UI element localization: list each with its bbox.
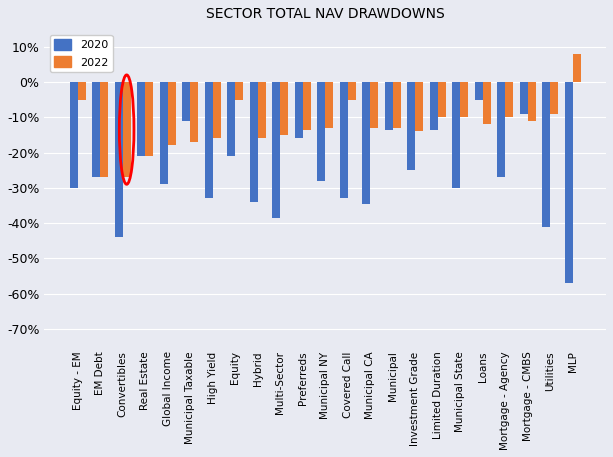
Bar [460, 82, 468, 117]
Bar [430, 82, 438, 130]
Bar [160, 82, 168, 184]
Bar [528, 82, 536, 121]
Bar [550, 82, 558, 114]
Bar [137, 82, 145, 156]
Bar [543, 82, 550, 227]
Bar [573, 54, 581, 82]
Bar [280, 82, 288, 135]
Bar [318, 82, 325, 181]
Bar [93, 82, 100, 177]
Bar [452, 82, 460, 188]
Bar [385, 82, 393, 130]
Bar [505, 82, 513, 117]
Legend: 2020, 2022: 2020, 2022 [50, 35, 113, 72]
Bar [393, 82, 400, 128]
Bar [235, 82, 243, 100]
Bar [348, 82, 356, 100]
Bar [123, 82, 131, 177]
Bar [295, 82, 303, 138]
Bar [182, 82, 190, 121]
Bar [303, 82, 311, 130]
Bar [78, 82, 86, 100]
Bar [325, 82, 333, 128]
Bar [272, 82, 280, 218]
Bar [115, 82, 123, 237]
Bar [565, 82, 573, 283]
Bar [168, 82, 175, 145]
Bar [100, 82, 108, 177]
Bar [497, 82, 505, 177]
Bar [250, 82, 257, 202]
Bar [340, 82, 348, 198]
Bar [227, 82, 235, 156]
Bar [415, 82, 423, 131]
Title: SECTOR TOTAL NAV DRAWDOWNS: SECTOR TOTAL NAV DRAWDOWNS [206, 7, 444, 21]
Bar [475, 82, 482, 100]
Bar [145, 82, 153, 156]
Bar [70, 82, 78, 188]
Bar [362, 82, 370, 204]
Bar [213, 82, 221, 138]
Bar [482, 82, 490, 124]
Bar [520, 82, 528, 114]
Bar [370, 82, 378, 128]
Bar [190, 82, 198, 142]
Bar [438, 82, 446, 117]
Bar [205, 82, 213, 198]
Bar [257, 82, 265, 138]
Bar [407, 82, 415, 170]
